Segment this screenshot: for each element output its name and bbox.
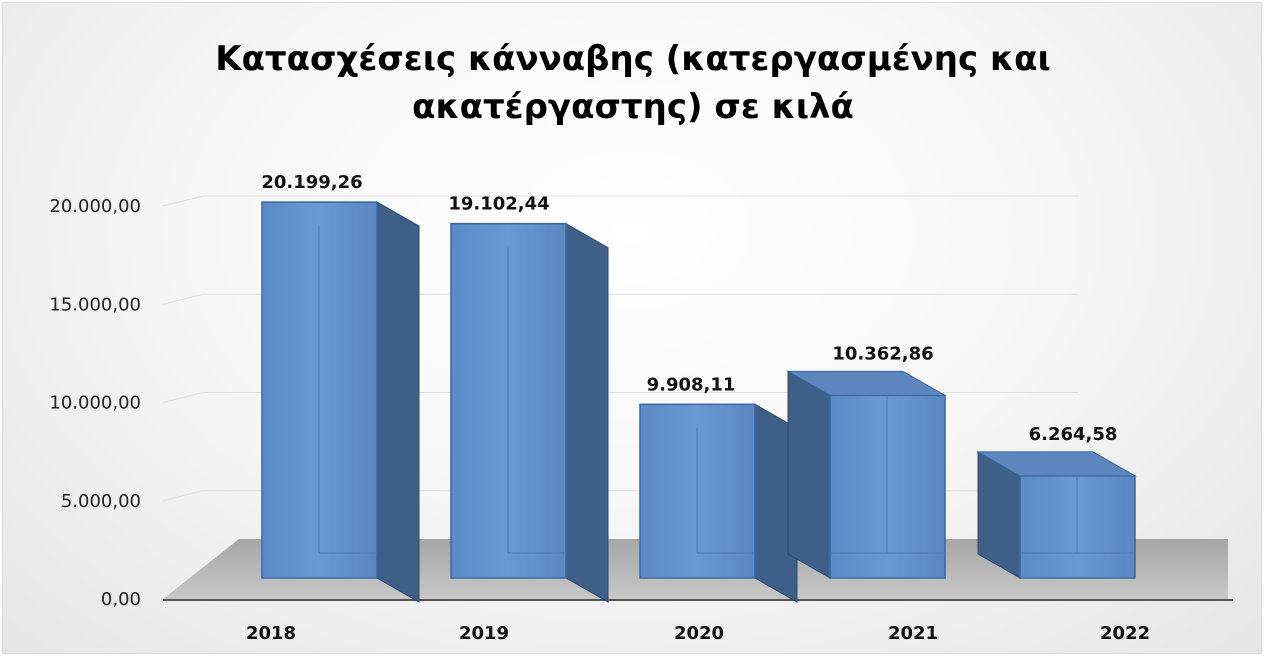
x-tick-label: 2021: [888, 623, 938, 644]
y-tick-label: 15.000,00: [49, 294, 141, 315]
gridline: [162, 195, 1078, 207]
y-tick-label: 10.000,00: [49, 393, 141, 414]
data-label: 20.199,26: [261, 172, 362, 193]
bar-2022: [976, 451, 1137, 579]
bar-top-face: [976, 451, 1137, 477]
y-tick-label: 0,00: [101, 589, 141, 610]
chart-title: Κατασχέσεις κάνναβης (κατεργασμένης και …: [215, 39, 1051, 127]
bar-side-face: [787, 370, 831, 579]
data-label: 10.362,86: [832, 343, 933, 364]
chart-plot: 0,00 5.000,00 10.000,00 15.000,00 20.000,00 2…: [49, 172, 1233, 644]
gridline: [162, 293, 1078, 305]
bar-top-face: [786, 370, 947, 396]
y-tick-label: 5.000,00: [61, 491, 141, 512]
bar-2020: [639, 403, 798, 603]
data-label: 9.908,11: [647, 374, 736, 395]
data-label: 19.102,44: [448, 194, 549, 215]
gridline: [162, 392, 1078, 403]
y-tick-label: 20.000,00: [49, 196, 141, 217]
data-label: 6.264,58: [1029, 424, 1118, 445]
x-tick-label: 2020: [674, 623, 724, 644]
x-tick-label: 2022: [1100, 623, 1150, 644]
bar-2018: [261, 201, 420, 603]
x-tick-label: 2018: [246, 623, 296, 644]
x-tick-label: 2019: [459, 623, 509, 644]
bar-2019: [450, 222, 609, 603]
bar-2021: [786, 370, 947, 579]
bar-side-face: [376, 201, 420, 603]
bar-side-face: [565, 222, 609, 603]
